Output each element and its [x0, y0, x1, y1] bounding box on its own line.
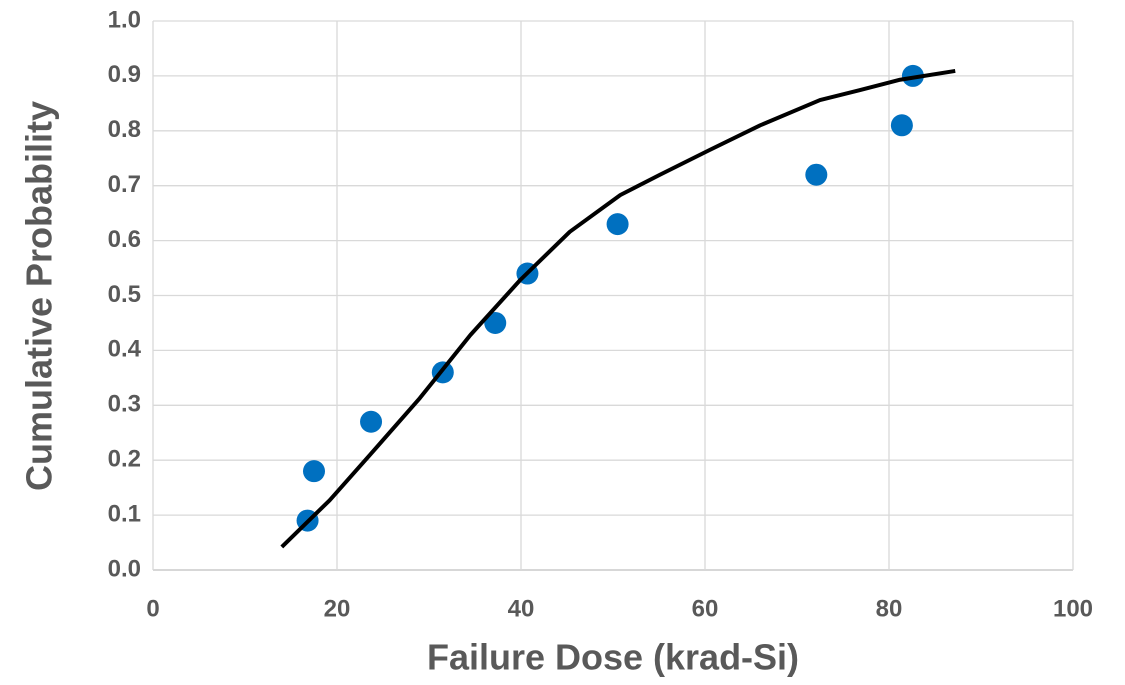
y-tick-label: 0.8: [108, 116, 141, 143]
y-tick-label: 1.0: [108, 6, 141, 33]
x-axis-title: Failure Dose (krad-Si): [427, 637, 799, 678]
y-tick-label: 0.9: [108, 61, 141, 88]
x-tick-label: 0: [146, 595, 159, 622]
y-tick-label: 0.2: [108, 446, 141, 473]
y-tick-label: 0.1: [108, 500, 141, 527]
data-point: [484, 311, 507, 334]
fit-line: [280, 68, 956, 549]
data-point: [360, 410, 383, 433]
y-tick-label: 0.6: [108, 226, 141, 253]
y-tick-label: 0.3: [108, 391, 141, 418]
data-point: [890, 114, 913, 137]
y-tick-label: 0.5: [108, 281, 141, 308]
data-point: [805, 163, 828, 186]
data-point: [303, 460, 325, 483]
y-axis-title: Cumulative Probability: [19, 101, 60, 491]
y-tick-label: 0.7: [108, 171, 141, 198]
x-tick-label: 100: [1053, 595, 1093, 622]
x-tick-label: 80: [876, 595, 903, 622]
y-tick-label: 0.0: [108, 555, 141, 582]
x-tick-label: 40: [508, 595, 535, 622]
data-point: [606, 213, 629, 236]
y-tick-label: 0.4: [108, 336, 142, 363]
x-tick-label: 20: [324, 595, 351, 622]
x-tick-label: 60: [692, 595, 719, 622]
